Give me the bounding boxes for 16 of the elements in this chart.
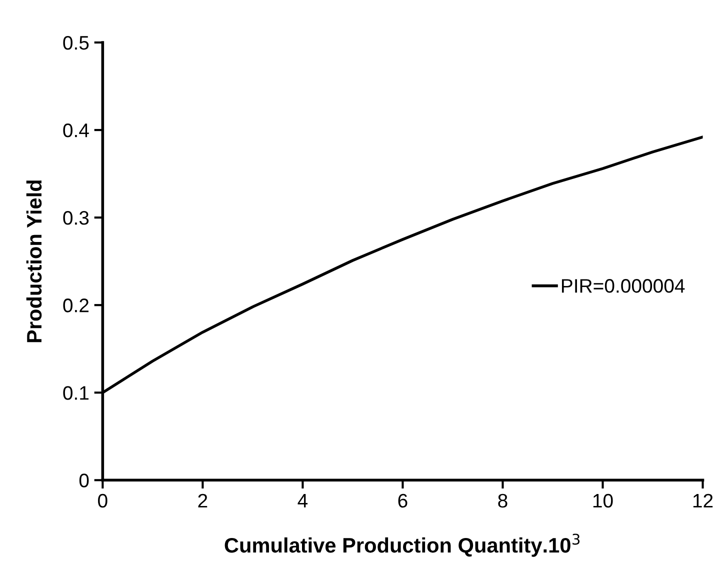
- y-tick-label: 0.3: [63, 211, 89, 225]
- x-tick-label: 8: [498, 494, 508, 508]
- x-tick-label: 6: [398, 494, 408, 508]
- x-axis-title: Cumulative Production Quantity.10$^{3}$: [224, 534, 580, 557]
- y-tick-label: 0.1: [63, 386, 89, 400]
- x-tick-label: 0: [98, 494, 108, 508]
- y-axis-title: Production Yield: [26, 180, 42, 342]
- x-tick-label: 2: [198, 494, 208, 508]
- y-tick-label: 0.2: [63, 298, 88, 312]
- legend-label: PIR=0.000004: [562, 279, 685, 293]
- y-tick-label: 0.4: [63, 123, 89, 138]
- x-tick-label: 10: [593, 494, 613, 508]
- x-tick-label: 4: [298, 494, 308, 508]
- x-tick-label: 12: [693, 494, 713, 508]
- y-tick-label: 0: [79, 474, 89, 488]
- y-tick-label: 0.5: [63, 36, 89, 50]
